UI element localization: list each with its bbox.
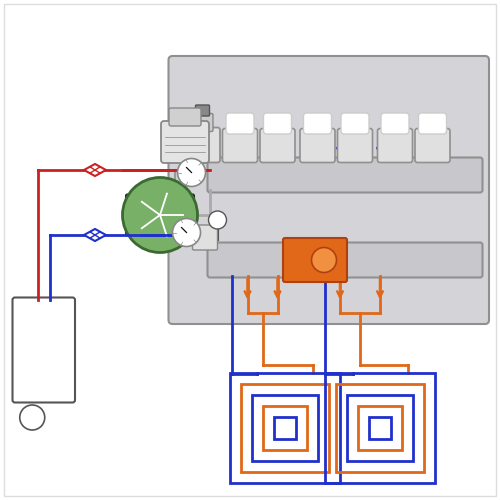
FancyBboxPatch shape [341,113,369,134]
FancyBboxPatch shape [208,158,482,192]
FancyBboxPatch shape [226,113,254,134]
Polygon shape [84,229,106,241]
FancyBboxPatch shape [185,128,220,162]
FancyBboxPatch shape [222,128,258,162]
FancyBboxPatch shape [381,113,409,134]
FancyBboxPatch shape [260,128,295,162]
FancyBboxPatch shape [126,194,194,235]
FancyBboxPatch shape [161,121,209,163]
FancyBboxPatch shape [168,56,489,324]
FancyBboxPatch shape [418,113,446,134]
FancyBboxPatch shape [192,114,213,132]
FancyBboxPatch shape [196,105,209,116]
Circle shape [20,405,45,430]
FancyBboxPatch shape [283,238,347,282]
Polygon shape [84,164,106,176]
FancyBboxPatch shape [300,128,335,162]
FancyBboxPatch shape [338,128,372,162]
Circle shape [178,158,206,186]
FancyBboxPatch shape [304,113,332,134]
Circle shape [172,218,201,246]
FancyBboxPatch shape [208,242,482,278]
FancyBboxPatch shape [415,128,450,162]
Circle shape [208,211,226,229]
FancyBboxPatch shape [12,298,75,403]
Circle shape [312,248,336,272]
FancyBboxPatch shape [264,113,291,134]
Circle shape [122,178,198,252]
FancyBboxPatch shape [192,225,218,250]
FancyBboxPatch shape [378,128,412,162]
FancyBboxPatch shape [169,108,201,126]
